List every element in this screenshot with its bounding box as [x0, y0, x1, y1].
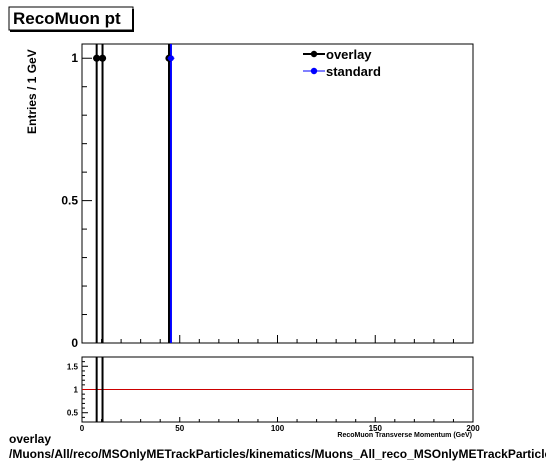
x-axis-label: RecoMuon Transverse Momentum (GeV) [337, 432, 472, 439]
x-tick-label: 150 [369, 424, 383, 433]
legend-marker-overlay [310, 50, 318, 58]
x-tick-label: 100 [271, 424, 285, 433]
ratio-x-axis: 0 50 100 150 200 [80, 417, 480, 433]
x-tick-label: 50 [175, 424, 184, 433]
x-tick-label: 0 [80, 424, 85, 433]
y-tick-label: 0 [71, 336, 78, 350]
y-tick-label: 0.5 [61, 194, 78, 208]
main-y-axis: 00.51 [61, 51, 92, 350]
main-x-ticks [81, 335, 474, 343]
main-plot-frame [81, 43, 474, 344]
title-box: RecoMuon pt [8, 6, 134, 32]
legend-marker-standard [310, 67, 318, 75]
main-data-marks [93, 44, 175, 343]
ratio-y-tick-label: 1 [74, 386, 79, 395]
y-axis-label: Entries / 1 GeV [25, 49, 39, 134]
legend-label-standard: standard [326, 64, 381, 79]
data-point-overlay [93, 54, 101, 62]
ratio-y-tick-label: 1.5 [67, 362, 79, 371]
ratio-data-marks [82, 357, 473, 422]
x-tick-label: 200 [466, 424, 480, 433]
data-point-overlay [98, 54, 107, 62]
y-tick-label: 1 [71, 51, 78, 65]
legend: overlay standard [303, 47, 381, 79]
ratio-y-tick-label: 0.5 [67, 409, 79, 418]
footer-line2: /Muons/All/reco/MSOnlyMETrackParticles/k… [9, 447, 546, 461]
ratio-y-axis: 0.5 1 1.5 [67, 361, 88, 418]
legend-label-overlay: overlay [326, 47, 372, 62]
data-point-standard [167, 55, 174, 62]
chart-title: RecoMuon pt [13, 9, 121, 28]
footer-line1: overlay [9, 432, 51, 446]
